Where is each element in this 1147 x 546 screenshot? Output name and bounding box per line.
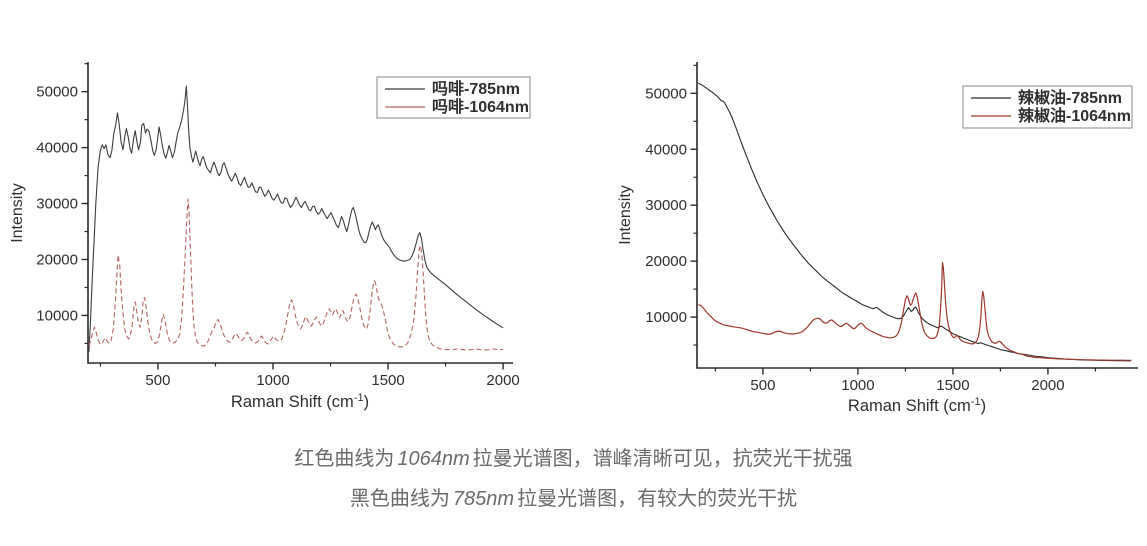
- y-tick-label: 20000: [645, 253, 687, 270]
- y-tick-label: 10000: [645, 309, 687, 326]
- chili-oil-chart-svg: 10000 20000 30000 40000 50000 500 1000 1500 2000…: [617, 62, 1138, 415]
- legend-box: [962, 85, 1133, 129]
- morphine-chart-svg: 10000 20000 30000 40000 50000 500 1000 1500 2000…: [9, 62, 531, 411]
- x-axis-title: Raman Shift (cm-1): [848, 396, 986, 415]
- y-tick-label: 40000: [645, 141, 687, 158]
- x-tick-label: 2000: [1031, 377, 1064, 394]
- series-line-morphine-1064: [88, 198, 504, 351]
- caption-line-2: 黑色曲线为 785nm 拉曼光谱图，有较大的荧光干扰: [0, 486, 1147, 512]
- y-tick-label: 40000: [36, 140, 78, 157]
- chili-oil-chart: 10000 20000 30000 40000 50000 500 1000 1500 2000…: [570, 0, 1147, 440]
- caption-line-1: 红色曲线为 1064nm 拉曼光谱图，谱峰清晰可见，抗荧光干扰强: [0, 446, 1147, 472]
- x-tick-label: 1000: [256, 372, 289, 389]
- x-tick-label: 1000: [841, 377, 874, 394]
- caption-text: 黑色曲线为: [349, 488, 450, 510]
- caption-wavelength: 785nm: [452, 488, 515, 510]
- x-tick-label: 2000: [486, 372, 519, 389]
- series-line-chili-oil-785: [698, 82, 1131, 362]
- x-tick-label: 1500: [936, 377, 969, 394]
- legend-label: 辣椒油-1064nm: [1018, 106, 1131, 125]
- x-tick-label: 1500: [371, 372, 404, 389]
- caption-block: 红色曲线为 1064nm 拉曼光谱图，谱峰清晰可见，抗荧光干扰强 黑色曲线为 785n…: [0, 446, 1147, 526]
- caption-text: 拉曼光谱图，谱峰清晰可见，抗荧光干扰强: [472, 448, 853, 470]
- legend-label: 辣椒油-785nm: [1018, 88, 1122, 107]
- axes: [696, 62, 1138, 369]
- y-axis-title: Intensity: [9, 183, 26, 243]
- caption-text: 红色曲线为: [294, 448, 395, 470]
- y-tick-label: 20000: [36, 251, 78, 268]
- caption-text: 拉曼光谱图，有较大的荧光干扰: [517, 488, 798, 510]
- y-tick-label: 10000: [36, 307, 78, 324]
- series-line-chili-oil-1064: [698, 261, 1132, 361]
- legend-label: 吗啡-1064nm: [432, 97, 529, 116]
- caption-wavelength: 1064nm: [397, 448, 470, 470]
- axes: [87, 62, 513, 364]
- morphine-chart: 10000 20000 30000 40000 50000 500 1000 1500 2000…: [0, 0, 570, 440]
- series-line-morphine-785: [88, 85, 504, 352]
- y-tick-label: 50000: [645, 85, 687, 102]
- y-tick-label: 50000: [36, 84, 78, 101]
- legend-label: 吗啡-785nm: [432, 79, 520, 98]
- x-tick-label: 500: [750, 377, 775, 394]
- y-tick-label: 30000: [645, 197, 687, 214]
- y-axis-title: Intensity: [617, 185, 634, 245]
- x-axis-title: Raman Shift (cm-1): [231, 392, 369, 411]
- y-tick-label: 30000: [36, 196, 78, 213]
- legend-box: [376, 76, 531, 119]
- x-tick-label: 500: [145, 372, 170, 389]
